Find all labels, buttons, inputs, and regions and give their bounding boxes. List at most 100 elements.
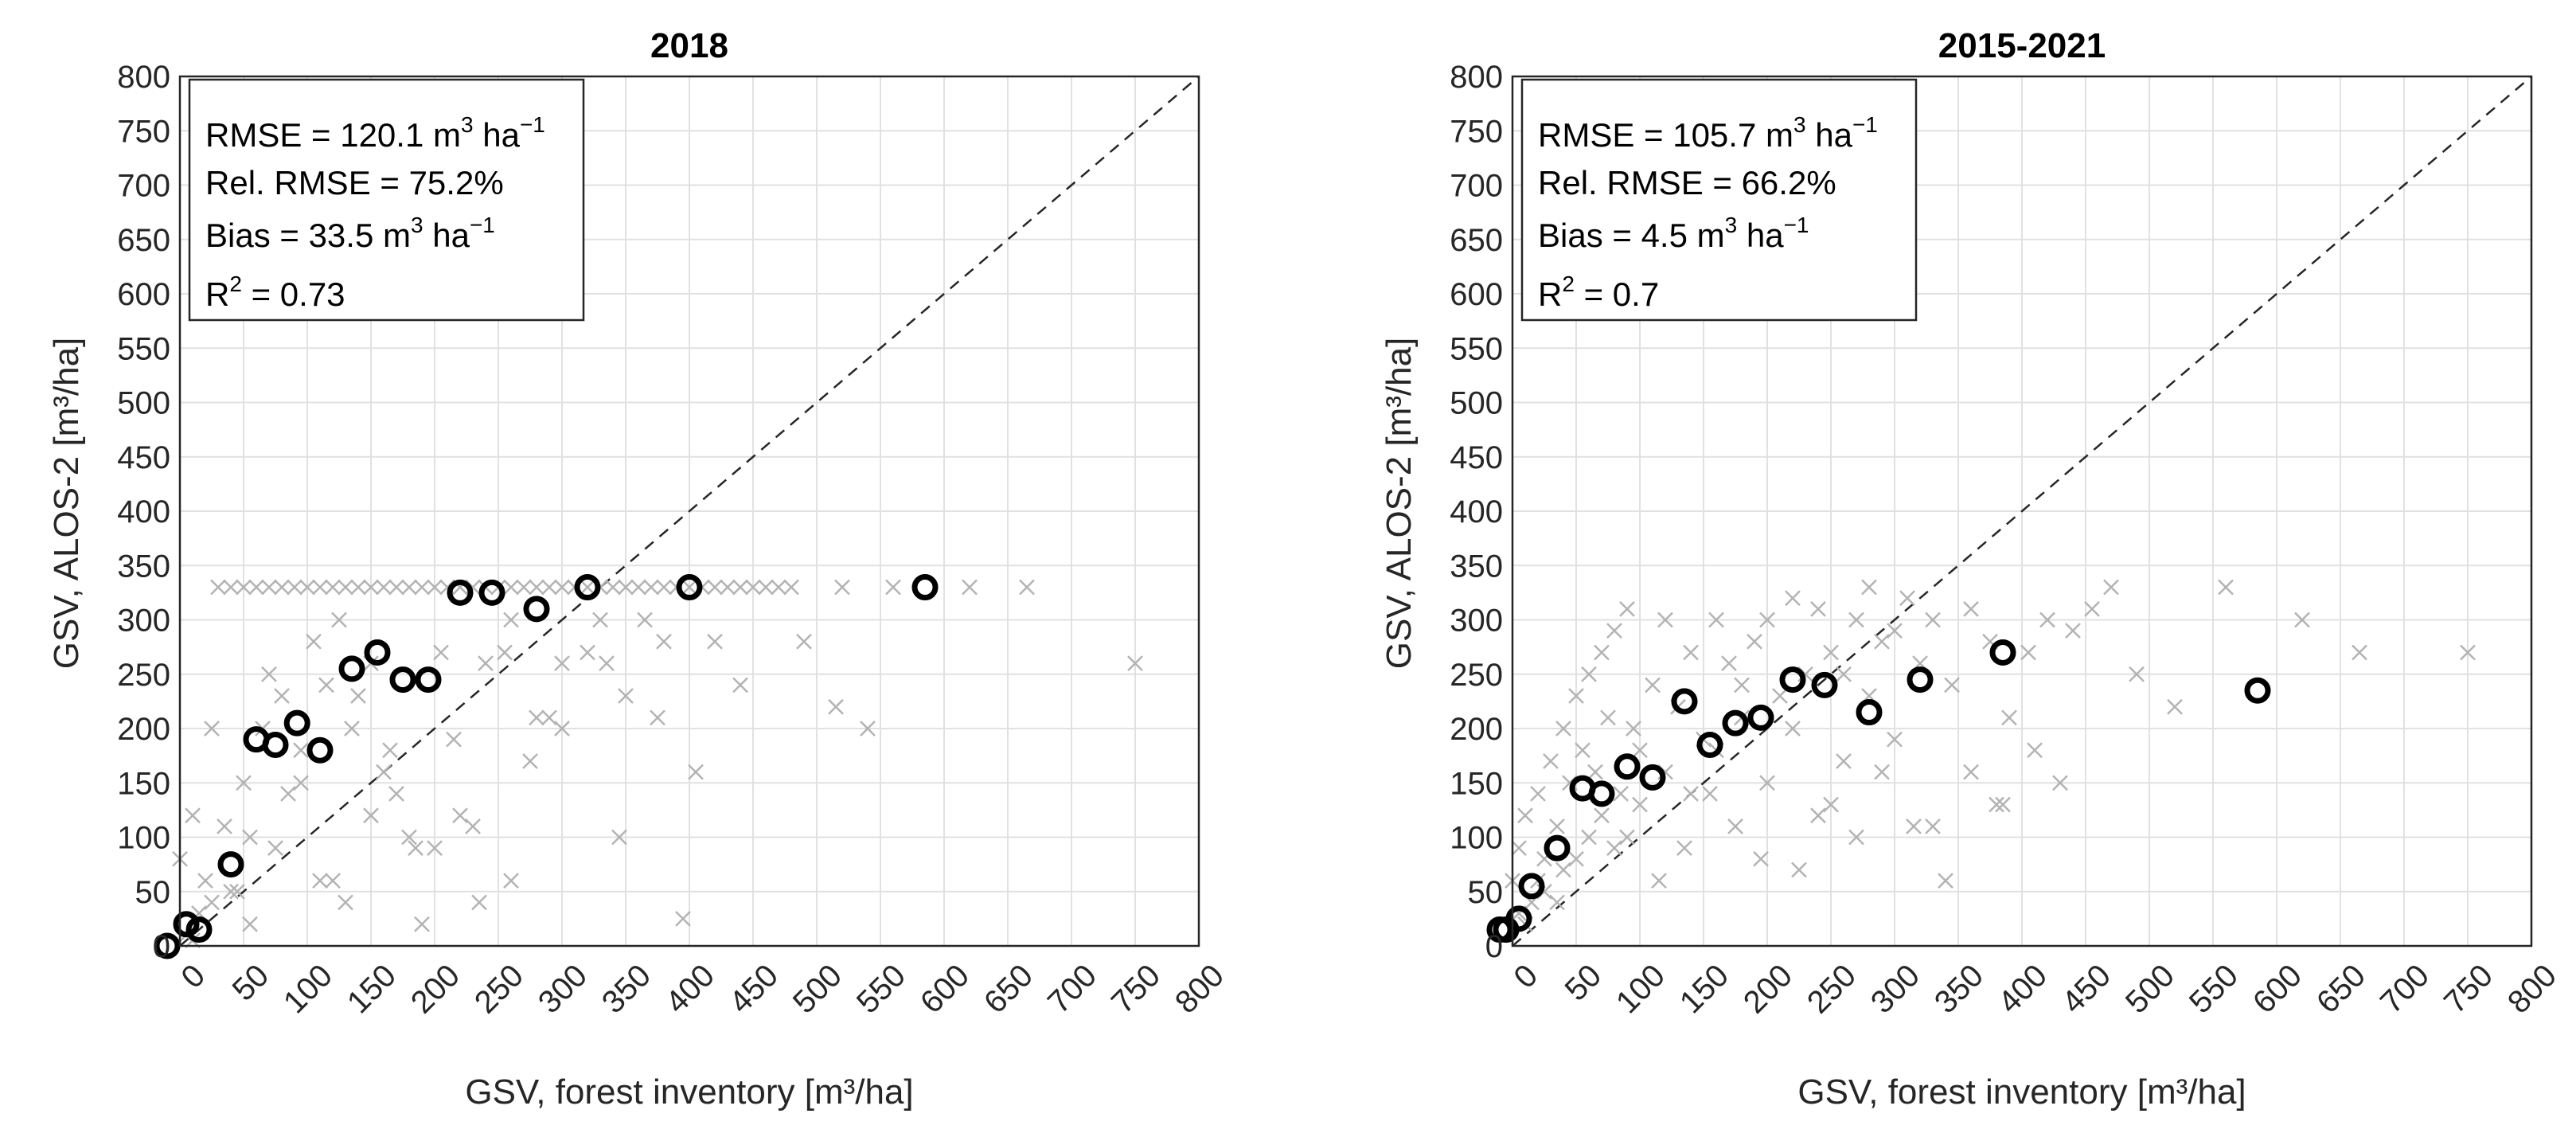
plot-point <box>471 894 487 911</box>
binned-mean-point <box>1696 731 1723 758</box>
plot-point <box>261 579 277 596</box>
plot-point <box>834 579 850 596</box>
x-tick-label: 550 <box>850 958 912 1020</box>
plot-point <box>681 579 697 596</box>
plot-point <box>1887 623 1903 639</box>
x-tick-label: 650 <box>978 958 1040 1020</box>
plot-point <box>2352 644 2367 661</box>
binned-mean-point <box>338 655 365 682</box>
plot-point <box>261 666 277 682</box>
plot-point <box>204 721 220 737</box>
plot-point <box>2218 579 2234 596</box>
binned-mean-point <box>364 639 391 666</box>
plot-point <box>503 611 519 628</box>
y-axis-label: GSV, ALOS-2 [m³/ha] <box>47 338 86 670</box>
binned-mean-point <box>1544 834 1571 862</box>
y-tick-label: 800 <box>1450 60 1503 95</box>
plot-point <box>675 910 691 927</box>
plot-point <box>771 579 786 596</box>
plot-point <box>267 840 283 857</box>
y-tick-labels: 0 50 100 150 200 250 300 350 400 450 500 550 600 650 7… <box>117 60 170 964</box>
plot-point <box>1823 644 1839 661</box>
plot-point <box>1785 721 1801 737</box>
y-tick-label: 400 <box>117 494 170 529</box>
plot-point <box>1606 623 1622 639</box>
plot-point <box>592 611 608 628</box>
plot-point <box>2052 775 2068 791</box>
plot-point <box>1568 850 1584 867</box>
plot-point <box>1581 829 1597 846</box>
plot-point <box>1874 633 1890 650</box>
plot-markers <box>1505 579 2476 932</box>
x-tick-label: 700 <box>1041 958 1103 1020</box>
x-tick-label: 350 <box>1928 958 1990 1020</box>
plot-point <box>1594 644 1610 661</box>
y-tick-label: 700 <box>117 169 170 204</box>
plot-point <box>1861 579 1877 596</box>
binned-mean-point <box>185 916 213 944</box>
plot-point <box>1944 677 1960 694</box>
y-tick-label: 600 <box>1450 277 1503 312</box>
plot-point <box>1938 873 1953 889</box>
plot-point <box>1019 579 1035 596</box>
plot-point <box>1925 818 1941 834</box>
plot-point <box>1708 611 1724 628</box>
plot-point <box>1836 753 1852 769</box>
plot-point <box>185 807 201 824</box>
plot-point <box>1613 786 1629 802</box>
stat-rel-rmse: Rel. RMSE = 66.2% <box>1538 164 1836 201</box>
x-tick-label: 650 <box>2310 958 2372 1020</box>
plot-point <box>376 764 392 780</box>
y-tick-label: 50 <box>135 875 171 910</box>
plot-point <box>745 579 761 596</box>
binned-mean-point <box>1722 709 1749 737</box>
plot-point <box>1645 677 1661 694</box>
plot-point <box>554 721 570 737</box>
x-tick-label: 750 <box>2437 958 2500 1020</box>
plot-point <box>630 579 646 596</box>
plot-point <box>318 677 334 694</box>
y-tick-label: 350 <box>1450 549 1503 584</box>
plot-point <box>1727 818 1743 834</box>
x-tick-label: 0 <box>174 958 212 995</box>
x-tick-label: 700 <box>2374 958 2436 1020</box>
plot-point <box>1995 796 2011 813</box>
plot-point <box>720 579 736 596</box>
plot-point <box>223 883 239 900</box>
x-tick-label: 500 <box>2119 958 2181 1020</box>
plot-point <box>1810 807 1826 824</box>
x-tick-labels: 0 50 100 150 200 250 300 350 400 450 500 550 600 650 7… <box>174 958 1231 1020</box>
binned-mean-markers <box>1486 639 2271 944</box>
y-tick-label: 350 <box>117 549 170 584</box>
plot-point <box>796 633 812 650</box>
plot-point <box>643 579 659 596</box>
plot-point <box>236 775 252 791</box>
plot-point <box>274 579 290 596</box>
plot-point <box>688 764 704 780</box>
y-tick-label: 450 <box>1450 440 1503 475</box>
plot-point <box>2001 709 2017 726</box>
plot-point <box>446 731 462 748</box>
binned-mean-point <box>173 911 200 938</box>
x-tick-label: 500 <box>786 958 849 1020</box>
plot-point <box>1581 666 1597 682</box>
one-to-one-line <box>179 76 1200 947</box>
y-tick-label: 600 <box>117 277 170 312</box>
plot-point <box>885 579 901 596</box>
plot-point <box>1887 731 1903 748</box>
plot-point <box>1517 807 1533 824</box>
binned-mean-point <box>1856 699 1883 726</box>
plot-point <box>363 807 379 824</box>
x-tick-label: 350 <box>595 958 658 1020</box>
plot-point <box>1683 644 1699 661</box>
binned-mean-point <box>1747 704 1774 731</box>
binned-mean-point <box>389 666 416 694</box>
plot-point <box>1734 677 1750 694</box>
plot-point <box>1632 742 1648 759</box>
plot-point <box>1899 590 1915 607</box>
binned-mean-point <box>1639 764 1666 791</box>
plot-point <box>2460 644 2476 661</box>
plot-point <box>452 807 468 824</box>
plot-point <box>1549 894 1565 911</box>
plot-point <box>1511 840 1527 857</box>
